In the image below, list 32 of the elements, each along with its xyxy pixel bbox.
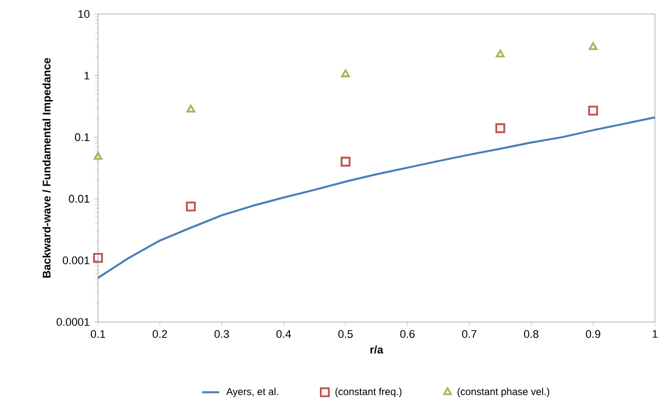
y-axis-title: Backward-wave / Fundamental Impedance <box>42 58 53 278</box>
y-tick-label: 0.0001 <box>56 318 90 326</box>
line-series <box>97 116 656 279</box>
y-tick-label: 0.1 <box>75 133 90 142</box>
point <box>588 106 598 116</box>
x-tick-label: 0.1 <box>90 330 106 338</box>
x-tick-label: 0.4 <box>276 330 291 338</box>
legend-label: (constant phase vel.) <box>458 388 550 398</box>
point <box>341 69 350 78</box>
point <box>186 202 196 212</box>
point <box>94 152 102 160</box>
point <box>93 252 103 263</box>
x-tick-label: 0.3 <box>214 330 229 338</box>
x-tick-label: 0.5 <box>338 330 353 338</box>
x-tick-label: 0.8 <box>524 330 538 338</box>
x-tick-label: 0.2 <box>152 330 167 338</box>
x-tick-label: 0.7 <box>462 330 476 338</box>
point <box>186 104 196 113</box>
x-axis-title: r/a <box>370 345 384 354</box>
y-tick-label: 1 <box>84 72 90 80</box>
x-tick-label: 0.6 <box>400 330 415 338</box>
legend-label: (constant freq.) <box>335 388 402 398</box>
y-tick-label: 0.01 <box>68 194 90 203</box>
point <box>340 156 350 167</box>
point <box>496 50 505 58</box>
y-tick-label: 10 <box>78 10 90 18</box>
x-tick-label: 1 <box>652 330 658 338</box>
point <box>588 42 598 50</box>
legend-label: Ayers, et al. <box>226 388 278 398</box>
x-tick-label: 0.9 <box>586 330 600 338</box>
y-tick-label: 0.001 <box>62 256 90 264</box>
point <box>495 123 506 134</box>
